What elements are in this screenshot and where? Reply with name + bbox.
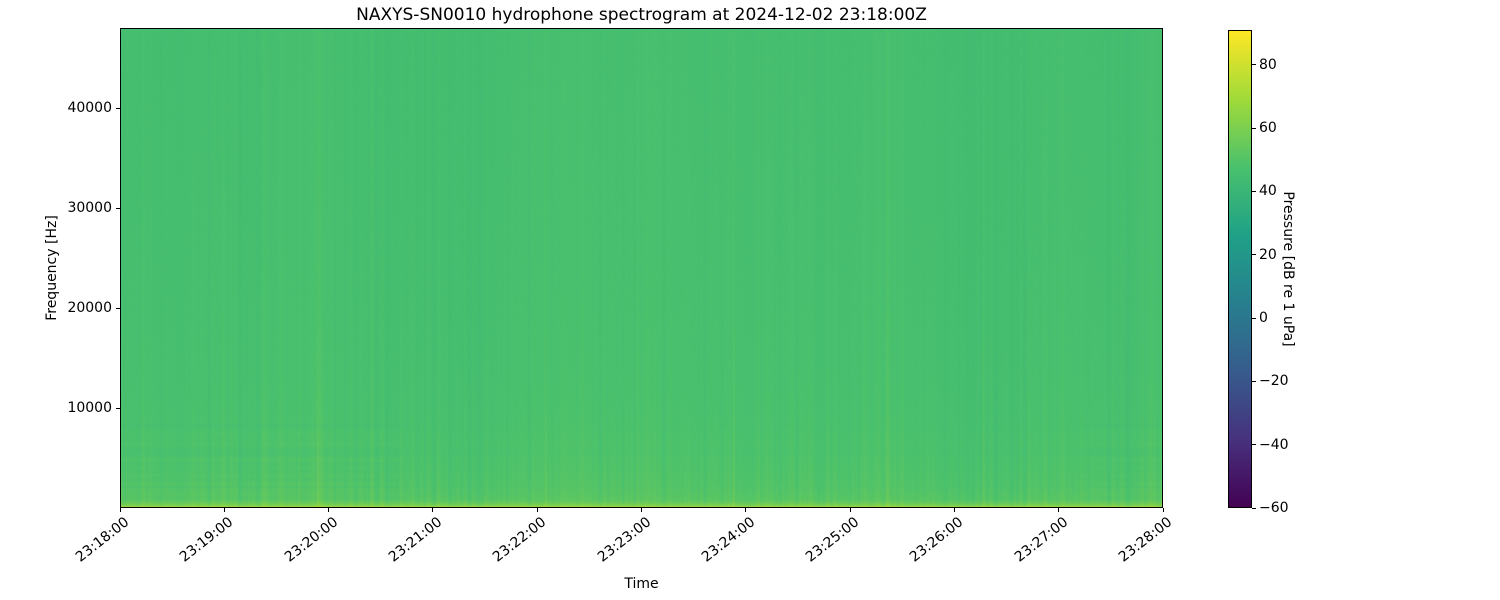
chart-title: NAXYS-SN0010 hydrophone spectrogram at 2… bbox=[356, 5, 927, 25]
x-tick-mark bbox=[953, 508, 955, 512]
y-tick-mark bbox=[116, 207, 120, 209]
colorbar-tick-mark bbox=[1252, 507, 1256, 509]
colorbar-tick-label: 40 bbox=[1259, 183, 1277, 200]
colorbar-tick-mark bbox=[1252, 380, 1256, 382]
x-tick-mark bbox=[536, 508, 538, 512]
colorbar-tick-label: −60 bbox=[1259, 500, 1289, 516]
x-tick-mark bbox=[1058, 508, 1060, 512]
x-tick-mark bbox=[223, 508, 225, 512]
colorbar bbox=[1228, 30, 1252, 508]
colorbar-tick-label: −40 bbox=[1259, 436, 1289, 453]
colorbar-tick-label: −20 bbox=[1259, 373, 1289, 390]
y-tick-mark bbox=[116, 307, 120, 309]
x-tick-mark bbox=[849, 508, 851, 512]
y-tick-mark bbox=[116, 107, 120, 109]
spectrogram-heatmap bbox=[121, 29, 1162, 507]
x-tick-label: 23:18:00 bbox=[72, 514, 133, 566]
y-tick-mark bbox=[116, 407, 120, 409]
y-tick-label: 10000 bbox=[67, 400, 112, 416]
colorbar-tick-label: 20 bbox=[1259, 246, 1277, 263]
colorbar-tick-mark bbox=[1252, 190, 1256, 192]
x-tick-mark bbox=[328, 508, 330, 512]
colorbar-label: Pressure [dB re 1 uPa] bbox=[1280, 191, 1296, 347]
y-tick-label: 20000 bbox=[67, 300, 112, 316]
colorbar-tick-mark bbox=[1252, 127, 1256, 129]
y-tick-label: 30000 bbox=[67, 200, 112, 216]
x-tick-mark bbox=[745, 508, 747, 512]
colorbar-tick-mark bbox=[1252, 317, 1256, 319]
colorbar-tick-label: 0 bbox=[1259, 310, 1268, 327]
colorbar-tick-mark bbox=[1252, 444, 1256, 446]
x-tick-mark bbox=[1162, 508, 1164, 512]
colorbar-tick-mark bbox=[1252, 64, 1256, 66]
colorbar-tick-mark bbox=[1252, 254, 1256, 256]
y-tick-label: 40000 bbox=[67, 100, 112, 116]
colorbar-tick-label: 80 bbox=[1259, 56, 1277, 73]
x-tick-mark bbox=[641, 508, 642, 512]
x-axis-label: Time bbox=[624, 576, 659, 592]
x-tick-mark bbox=[119, 508, 121, 512]
colorbar-tick-label: 60 bbox=[1259, 120, 1277, 137]
plot-area bbox=[120, 28, 1163, 508]
colorbar-gradient bbox=[1229, 31, 1251, 507]
x-tick-mark bbox=[432, 508, 434, 512]
